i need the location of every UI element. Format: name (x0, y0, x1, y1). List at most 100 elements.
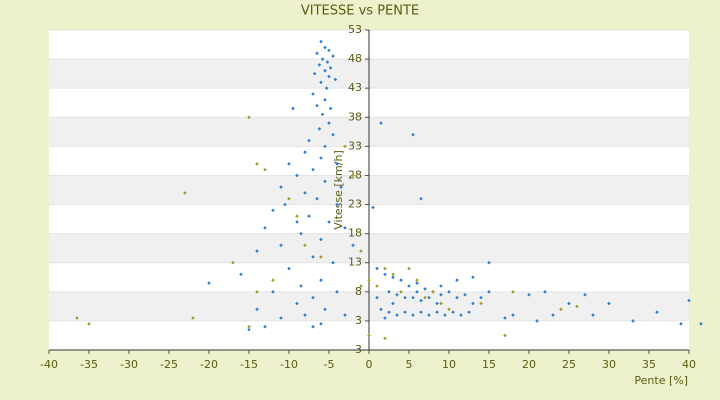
point (335, 202, 339, 207)
point (311, 255, 315, 259)
point (247, 115, 251, 120)
point (331, 132, 335, 137)
point (320, 112, 325, 117)
y-tick-label: 53 (348, 23, 362, 36)
point (575, 304, 579, 309)
point (247, 324, 251, 329)
point (427, 295, 431, 300)
point (411, 313, 415, 317)
point (263, 324, 267, 329)
point (328, 66, 333, 70)
point (383, 266, 387, 271)
point (75, 316, 79, 320)
x-tick-label: 15 (482, 358, 496, 371)
point (303, 191, 307, 195)
chart-title: VITESSE vs PENTE (301, 4, 419, 19)
point (255, 307, 259, 312)
point (287, 266, 291, 271)
point (283, 202, 287, 207)
point (395, 292, 399, 297)
point (467, 310, 471, 314)
point (255, 290, 259, 294)
point (303, 313, 307, 317)
point (375, 284, 379, 288)
point (455, 295, 459, 300)
point (295, 301, 299, 306)
x-tick-label: -30 (120, 358, 138, 371)
point (447, 290, 451, 294)
x-tick-label: -35 (80, 358, 98, 371)
y-tick-label: 18 (348, 227, 362, 240)
point (323, 307, 327, 312)
point (447, 307, 451, 312)
point (359, 284, 363, 288)
point (371, 205, 375, 210)
x-tick-label: -15 (240, 358, 258, 371)
point (191, 316, 195, 320)
point (403, 295, 407, 300)
point (295, 220, 299, 224)
point (443, 313, 447, 317)
point (383, 316, 387, 320)
point (335, 162, 339, 166)
y-tick-label: 8 (355, 285, 362, 298)
point (471, 301, 475, 306)
point (551, 313, 555, 317)
point (379, 307, 383, 312)
point (295, 173, 299, 178)
point (439, 284, 443, 288)
x-tick-label: 30 (602, 358, 616, 371)
point (247, 327, 251, 332)
point (411, 295, 415, 300)
point (287, 162, 291, 166)
point (319, 39, 323, 44)
point (567, 301, 571, 306)
point (527, 292, 531, 297)
point (435, 301, 439, 306)
x-tick-label: -40 (40, 358, 58, 371)
point (279, 316, 283, 320)
point (687, 298, 691, 303)
y-tick-label: 3 (355, 314, 362, 327)
point (379, 121, 383, 125)
point (451, 310, 455, 314)
point (315, 51, 319, 56)
point (591, 313, 595, 317)
point (415, 290, 419, 294)
point (391, 272, 395, 277)
point (255, 162, 259, 166)
point (279, 185, 283, 189)
x-axis-label: Pente [%] (634, 374, 688, 387)
point (431, 290, 435, 294)
point (183, 191, 187, 195)
y-axis-label: Vitesse [km/h] (332, 150, 345, 230)
x-tick-label: 20 (522, 358, 536, 371)
y-tick-label: 38 (348, 110, 362, 123)
point (419, 196, 423, 201)
point (323, 98, 327, 102)
point (319, 237, 323, 242)
point (479, 295, 483, 300)
point (503, 316, 507, 320)
point (319, 255, 323, 259)
point (583, 292, 587, 297)
point (319, 80, 323, 85)
point (299, 284, 303, 288)
point (459, 313, 463, 317)
point (387, 310, 391, 314)
point (317, 63, 322, 67)
point (511, 313, 515, 317)
point (631, 319, 635, 323)
point (87, 322, 91, 326)
point (271, 290, 275, 294)
point (487, 260, 491, 265)
point (559, 307, 563, 312)
point (323, 45, 327, 50)
point (439, 301, 443, 306)
point (607, 301, 611, 306)
point (407, 266, 411, 271)
point (311, 324, 315, 329)
point (503, 333, 507, 338)
y-tick-label: 28 (348, 168, 362, 181)
point (315, 103, 319, 108)
